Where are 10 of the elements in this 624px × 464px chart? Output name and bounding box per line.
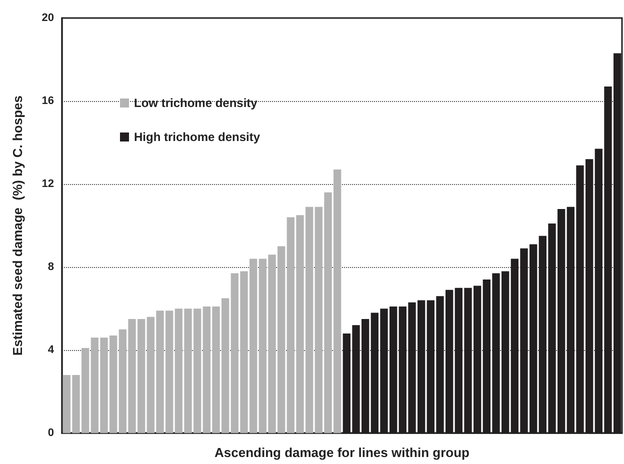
y-tick-label: 12 [42, 178, 54, 190]
y-tick-label: 16 [42, 95, 54, 108]
legend-label: Low trichome density [134, 96, 258, 110]
y-axis-title: Estimated seed damage (%) by C. hospes [10, 96, 25, 356]
legend-label: High trichome density [134, 130, 260, 144]
y-tick-label: 8 [48, 261, 54, 274]
y-tick-label: 4 [48, 344, 55, 356]
x-axis-title: Ascending damage for lines within group [214, 445, 470, 460]
y-tick-label: 20 [42, 12, 54, 24]
y-tick-label: 0 [48, 427, 54, 440]
